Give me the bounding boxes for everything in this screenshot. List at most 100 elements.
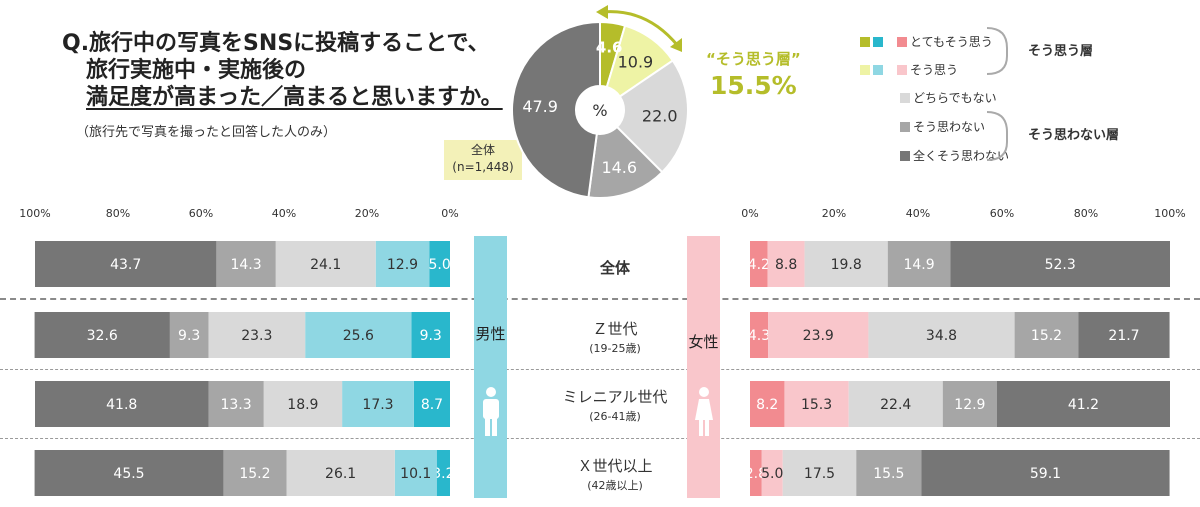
female-tick: 20% [821, 207, 847, 220]
bar-value-label: 32.6 [87, 328, 118, 344]
title-line-3: 満足度が高まった／高まると思いますか。 [86, 85, 503, 110]
donut-slice-label: 14.6 [601, 158, 637, 177]
female-label: 女性 [688, 333, 719, 351]
bar-segment [782, 450, 857, 496]
divider-overall [0, 298, 1200, 300]
legend-item-disagree: そう思わない [900, 119, 985, 135]
bar-value-label: 9.3 [420, 328, 442, 344]
donut-slice-label: 4.6 [596, 39, 623, 57]
bar-segment [768, 312, 869, 358]
donut-slice-label: 10.9 [618, 53, 654, 72]
legend-brackets [986, 27, 1008, 161]
bar-value-label: 15.3 [801, 397, 832, 413]
legend-label-neutral: どちらでもない [913, 91, 997, 105]
bar-value-label: 41.2 [1068, 397, 1099, 413]
swatch-light-teal [873, 65, 883, 75]
agree-callout-value: 15.5% [709, 71, 797, 100]
swatch-olive [860, 37, 870, 47]
row-label-main: Ｘ世代以上 [577, 457, 653, 475]
legend-group-agree: そう思う層 [1028, 44, 1094, 59]
bar-segment [375, 241, 430, 287]
bar-segment [856, 450, 922, 496]
row-label-millennial: ミレニアル世代 (26-41歳) [530, 386, 700, 424]
bar-segment [804, 241, 888, 287]
donut-center-label: % [592, 101, 607, 120]
legend-label-disagree: そう思わない [913, 120, 986, 134]
bar-value-label: 18.9 [287, 397, 318, 413]
bar-value-label: 59.1 [1030, 466, 1061, 482]
legend-item-neutral: どちらでもない [900, 90, 997, 106]
agree-callout-label: “そう思う層” [706, 50, 801, 68]
bar-value-label: 13.3 [220, 397, 251, 413]
bar-value-label: 34.8 [926, 328, 957, 344]
bar-segment [436, 450, 450, 496]
row-label-gen-x: Ｘ世代以上 (42歳以上) [530, 455, 700, 493]
swatch-teal [873, 37, 883, 47]
total-box-sample-size: (n=1,448) [452, 160, 514, 174]
bar-value-label: 19.8 [831, 257, 862, 273]
bar-segment [208, 381, 264, 427]
legend-item-very-agree: とてもそう思う [860, 34, 993, 50]
bar-value-label: 23.3 [241, 328, 272, 344]
divider-row [0, 438, 1200, 439]
male-tick: 20% [354, 207, 380, 220]
bar-segment [34, 312, 170, 358]
bar-value-label: 12.9 [954, 397, 985, 413]
legend-item-agree: そう思う [860, 62, 958, 78]
female-panel: 女性 [687, 236, 720, 498]
bar-segment [784, 381, 849, 427]
female-bar-chart: 4.2 8.8 19.8 14.9 52.3 4.3 23.9 34.8 15.2 21.7 8.2… [745, 241, 1170, 496]
male-tick: 40% [271, 207, 297, 220]
divider-row [0, 369, 1200, 370]
bar-value-label: 10.1 [400, 466, 431, 482]
row-label-main: ミレニアル世代 [562, 388, 668, 406]
donut-slice [511, 20, 601, 199]
bar-segment [996, 381, 1170, 427]
swatch-light-pink [897, 65, 907, 75]
bar-segment [1078, 312, 1170, 358]
bar-segment [750, 381, 785, 427]
male-tick: 80% [105, 207, 131, 220]
female-tick: 100% [1154, 207, 1186, 220]
legend-group-disagree: そう思わない層 [1028, 128, 1120, 143]
female-tick: 80% [1073, 207, 1099, 220]
male-figure-icon [483, 387, 499, 436]
swatch-disagree [900, 122, 910, 132]
bar-value-label: 25.6 [343, 328, 374, 344]
male-label: 男性 [475, 325, 506, 343]
bar-value-label: 17.3 [362, 397, 393, 413]
bar-value-label: 52.3 [1045, 257, 1076, 273]
female-figure-icon [695, 387, 713, 436]
bar-value-label: 43.7 [110, 257, 141, 273]
bar-value-label: 8.8 [775, 257, 797, 273]
row-label-sub: (26-41歳) [589, 410, 641, 423]
bar-value-label: 5.0 [428, 257, 450, 273]
female-tick: 60% [989, 207, 1015, 220]
bar-segment [411, 312, 450, 358]
swatch-light-olive [860, 65, 870, 75]
donut-chart: 4.610.9 22.0 14.6 47.9 % [511, 20, 689, 199]
bar-segment [216, 241, 276, 287]
bar-segment [887, 241, 951, 287]
bar-segment [35, 381, 209, 427]
bar-value-label: 21.7 [1108, 328, 1139, 344]
bar-value-label: 41.8 [106, 397, 137, 413]
subtitle: （旅行先で写真を撮ったと回答した人のみ） [76, 125, 337, 140]
male-tick: 60% [188, 207, 214, 220]
male-tick: 100% [19, 207, 51, 220]
donut-slices [511, 20, 689, 199]
bar-segment [342, 381, 414, 427]
bar-segment [394, 450, 437, 496]
bar-value-label: 45.5 [113, 466, 144, 482]
bar-segment [848, 381, 943, 427]
bar-segment [429, 241, 450, 287]
bar-value-label: 15.2 [1031, 328, 1062, 344]
bar-value-label: 12.9 [387, 257, 418, 273]
bar-value-label: 22.4 [880, 397, 911, 413]
bar-segment [942, 381, 997, 427]
bar-value-label: 23.9 [803, 328, 834, 344]
bar-segment [750, 450, 762, 496]
bar-segment [950, 241, 1170, 287]
bar-value-label: 17.5 [804, 466, 835, 482]
bar-segment [208, 312, 306, 358]
